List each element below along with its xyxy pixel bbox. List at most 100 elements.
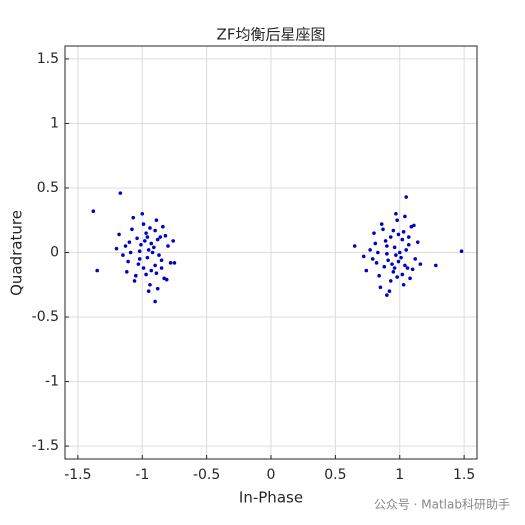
point [385,251,389,256]
point [146,289,151,294]
point [152,245,156,250]
watermark: 公众号 · Matlab科研助手 [374,498,510,512]
point [392,266,397,270]
point [412,223,416,228]
point [155,237,160,242]
point [413,257,418,261]
point [143,239,147,243]
point [123,244,128,248]
point [383,239,388,243]
y-tick-label: -0.5 [32,309,59,325]
point [172,261,177,265]
x-tick-label: 1.5 [453,467,475,483]
point [368,248,372,252]
point [370,257,375,261]
point [153,228,157,233]
point [118,191,123,195]
point [381,227,385,232]
point [154,271,159,275]
x-tick-label: 0 [267,467,276,483]
point [163,233,168,238]
y-tick-label: 1.5 [37,51,59,67]
point [406,235,411,239]
point [388,235,393,239]
point [146,248,151,252]
x-tick-label: -1 [135,467,149,483]
x-tick-label: 1 [395,467,404,483]
point [166,244,170,248]
point [404,248,408,252]
point [376,250,380,255]
point [364,268,369,273]
point [387,289,392,294]
point [168,261,173,265]
point [406,242,411,247]
x-tick-label: 0.5 [324,467,346,483]
point [126,259,130,264]
point [385,244,389,248]
point [374,261,379,265]
point [141,266,146,270]
point [153,299,157,304]
chart-title: ZF均衡后星座图 [217,26,326,44]
point [400,272,405,277]
point [401,230,406,234]
point [155,286,160,291]
point [386,258,390,263]
point [132,279,137,283]
point [144,231,148,235]
point [130,227,134,232]
point [459,249,464,254]
point [378,285,383,290]
point [434,263,438,268]
point [418,262,423,266]
point [404,195,408,199]
y-axis-label: Quadrature [8,210,26,296]
point [127,240,132,244]
point [153,263,157,268]
point [400,237,405,242]
point [396,259,401,264]
point [405,266,410,270]
point [140,211,145,216]
point [148,282,152,287]
point [161,224,165,229]
point [135,236,139,241]
point [382,264,387,269]
point [145,255,150,260]
point [125,270,129,274]
y-tick-label: 0.5 [37,180,59,196]
point [396,232,401,237]
point [91,209,96,213]
point [379,222,384,226]
y-tick-label: 0 [50,245,59,261]
point [395,218,399,223]
point [136,262,141,266]
point [121,253,125,257]
point [352,244,357,248]
point [388,279,393,283]
point [134,273,138,278]
point [114,246,119,251]
point [377,273,381,278]
plot-frame [64,45,478,460]
point [158,235,163,239]
point [131,215,136,220]
point [399,255,403,260]
point [128,250,133,255]
point [395,275,399,279]
point [150,250,155,255]
point [403,263,407,268]
point [164,277,169,282]
point [391,270,396,274]
point [139,242,143,247]
y-tick-label: 1 [50,115,59,131]
y-tick-label: -1 [45,374,59,390]
point [141,222,146,226]
point [397,250,402,255]
point [117,232,121,237]
y-tick-label: -1.5 [32,438,59,454]
point [392,245,397,250]
